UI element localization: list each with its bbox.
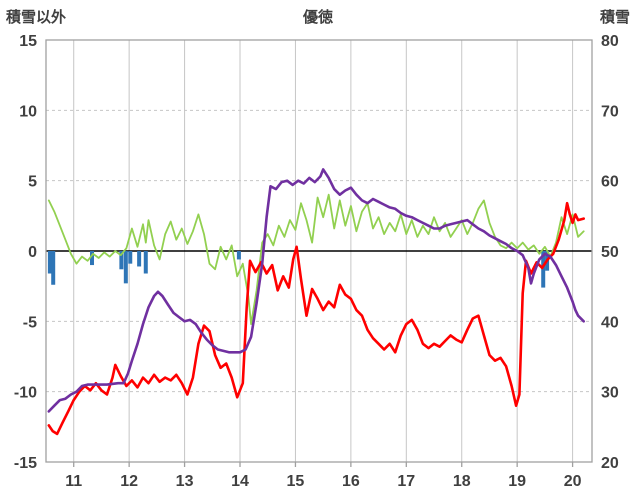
- right-tick-label: 20: [601, 455, 619, 472]
- snow-bar: [236, 251, 241, 260]
- series-purple-line: [47, 168, 585, 413]
- left-tick-label: 5: [28, 174, 37, 191]
- right-tick-label: 80: [601, 33, 619, 50]
- snow-bar: [143, 251, 148, 274]
- x-tick-label: 19: [508, 473, 526, 490]
- left-tick-label: 10: [19, 103, 37, 120]
- snow-bar: [128, 251, 133, 264]
- x-tick-label: 18: [453, 473, 471, 490]
- left-tick-label: 0: [28, 244, 37, 261]
- snow-bar: [137, 251, 142, 267]
- x-tick-label: 13: [176, 473, 194, 490]
- left-tick-label: -5: [23, 314, 37, 331]
- left-tick-label: -10: [14, 385, 37, 402]
- plot-border: [45, 39, 593, 463]
- left-axis-title: 積雪以外: [6, 9, 67, 26]
- x-tick-label: 20: [564, 473, 582, 490]
- snow-bar: [51, 251, 56, 285]
- snow-bar: [47, 251, 52, 274]
- right-tick-label: 30: [601, 385, 619, 402]
- right-tick-label: 60: [601, 174, 619, 191]
- left-tick-label: 15: [19, 33, 37, 50]
- right-tick-label: 40: [601, 314, 619, 331]
- series-red-line: [47, 201, 585, 436]
- x-axis-labels: 11 12 13 14 15 16 17 18 19 20: [65, 462, 582, 490]
- right-axis-labels: 80 70 60 50 40 30 20: [601, 33, 619, 472]
- x-tick-label: 15: [287, 473, 305, 490]
- snow-bar: [541, 251, 546, 288]
- right-tick-label: 50: [601, 244, 619, 261]
- right-axis-title: 積雪: [599, 9, 630, 26]
- x-tick-label: 16: [342, 473, 360, 490]
- right-tick-label: 70: [601, 103, 619, 120]
- x-tick-label: 12: [120, 473, 138, 490]
- x-tick-label: 11: [65, 473, 82, 490]
- snow-bar: [123, 251, 128, 284]
- chart-title: 優徳: [302, 9, 334, 26]
- snow-bar: [119, 251, 124, 270]
- left-axis-labels: 15 10 5 0 -5 -10 -15: [14, 33, 37, 472]
- series-green-line: [47, 193, 585, 325]
- x-tick-label: 17: [397, 473, 415, 490]
- x-tick-label: 14: [231, 473, 249, 490]
- left-tick-label: -15: [14, 455, 37, 472]
- snow-bar: [90, 251, 95, 266]
